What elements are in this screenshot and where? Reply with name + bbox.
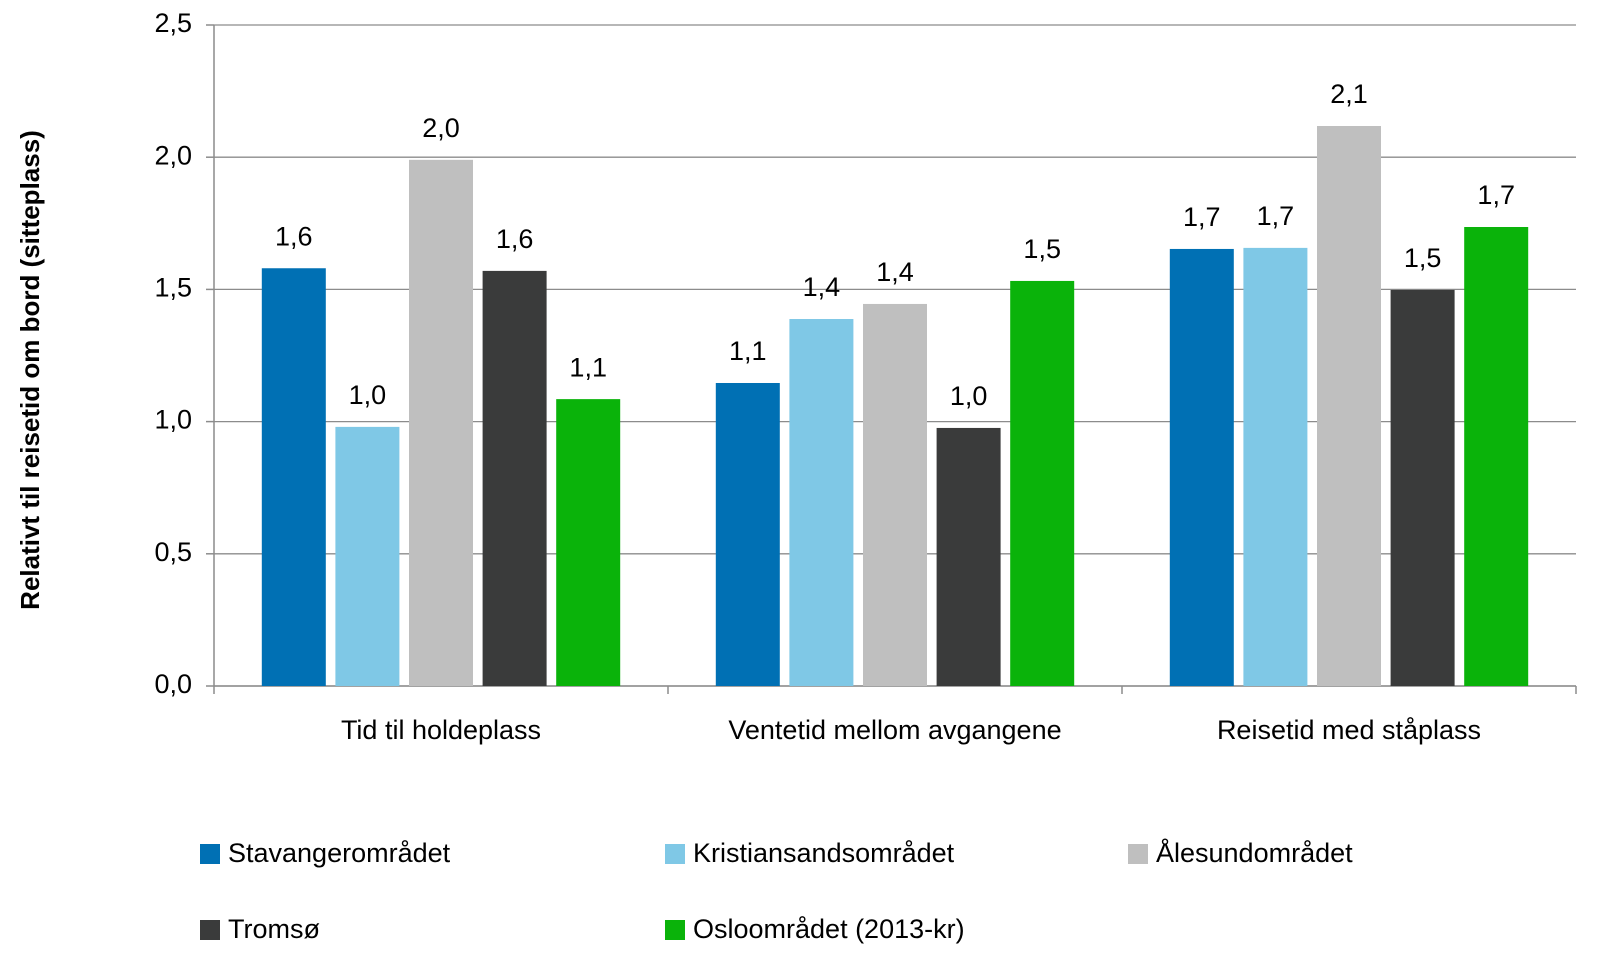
data-label: 1,5 xyxy=(1023,234,1061,264)
bar xyxy=(556,399,621,686)
data-label: 1,7 xyxy=(1257,201,1295,231)
data-label: 1,4 xyxy=(803,272,841,302)
bar xyxy=(936,427,1001,686)
x-tick-label: Tid til holdeplass xyxy=(341,715,541,745)
data-label: 1,6 xyxy=(275,221,313,251)
bar xyxy=(261,268,326,686)
data-label: 1,7 xyxy=(1183,202,1221,232)
data-label: 1,1 xyxy=(729,336,767,366)
bar xyxy=(335,426,400,686)
data-label: 2,0 xyxy=(422,113,460,143)
y-tick-label: 0,0 xyxy=(154,669,192,699)
x-tick-label: Ventetid mellom avgangene xyxy=(728,715,1061,745)
bar xyxy=(863,303,927,686)
data-label: 1,5 xyxy=(1404,243,1442,273)
y-tick-label: 1,5 xyxy=(154,273,192,303)
legend-swatch xyxy=(665,844,685,864)
legend-swatch xyxy=(200,844,220,864)
x-tick-label: Reisetid med ståplass xyxy=(1217,715,1481,745)
y-tick-label: 1,0 xyxy=(154,405,192,435)
data-label: 1,1 xyxy=(569,352,607,382)
legend-label: Tromsø xyxy=(228,914,320,944)
legend-label: Kristiansandsområdet xyxy=(693,838,955,868)
bar xyxy=(1317,126,1381,687)
y-tick-label: 0,5 xyxy=(154,537,192,567)
bar xyxy=(1010,280,1075,686)
legend-label: Osloområdet (2013-kr) xyxy=(693,914,965,944)
data-label: 1,7 xyxy=(1477,180,1515,210)
legend-swatch xyxy=(665,920,685,940)
y-axis-title: Relativt til reisetid om bord (sitteplas… xyxy=(15,130,45,610)
bar xyxy=(1464,227,1529,687)
data-label: 1,0 xyxy=(950,381,988,411)
data-label: 1,4 xyxy=(876,257,914,287)
bar xyxy=(409,159,473,686)
legend-label: Ålesundområdet xyxy=(1156,837,1353,868)
bar xyxy=(482,270,547,686)
y-tick-label: 2,5 xyxy=(154,8,192,38)
bar xyxy=(1390,289,1455,686)
data-label: 1,0 xyxy=(349,380,387,410)
data-label: 2,1 xyxy=(1330,79,1368,109)
bar xyxy=(1169,248,1234,687)
bar xyxy=(1243,247,1308,686)
y-tick-label: 2,0 xyxy=(154,140,192,170)
bar xyxy=(789,319,854,686)
bar xyxy=(715,382,780,686)
legend-swatch xyxy=(1128,844,1148,864)
legend-swatch xyxy=(200,920,220,940)
data-label: 1,6 xyxy=(496,224,534,254)
legend-label: Stavangerområdet xyxy=(228,838,451,868)
